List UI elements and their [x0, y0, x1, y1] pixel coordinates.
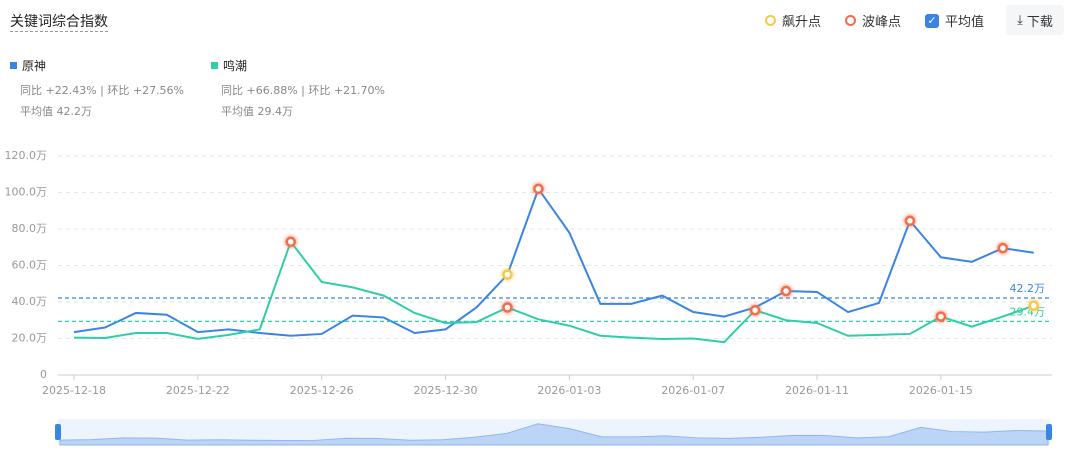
x-tick-label: 2025-12-22	[166, 384, 230, 397]
y-tick-label: 40.0万	[12, 295, 48, 308]
x-tick-label: 2025-12-30	[414, 384, 478, 397]
y-tick-label: 60.0万	[12, 259, 48, 272]
navigator-handle[interactable]	[1046, 424, 1052, 440]
x-tick-label: 2026-01-03	[537, 384, 601, 397]
series-name: 鸣潮	[223, 59, 248, 73]
legend-item: 原神 同比 +22.43% | 环比 +27.56% 平均值 42.2万	[10, 57, 184, 119]
label: 下载	[1026, 14, 1053, 30]
series-line	[73, 186, 1034, 337]
point-marker	[502, 302, 513, 313]
legend-item: 鸣潮 同比 +66.88% | 环比 +21.70% 平均值 29.4万	[211, 57, 385, 119]
y-tick-label: 0	[40, 368, 47, 381]
series-line	[73, 239, 1035, 344]
label: 波峰点	[862, 15, 902, 30]
point-marker	[502, 269, 513, 280]
x-tick-label: 2025-12-18	[42, 384, 106, 397]
x-tick-label: 2026-01-07	[661, 384, 725, 397]
y-tick-label: 120.0万	[5, 149, 48, 162]
x-tick-label: 2026-01-15	[909, 384, 973, 397]
navigator-handle[interactable]	[55, 424, 61, 440]
title: 关键词综合指数	[10, 11, 108, 32]
average-label: 42.2万	[1010, 282, 1046, 295]
download-button[interactable]: ⤓ 下载	[1006, 5, 1064, 35]
series-average: 平均值 29.4万	[221, 105, 293, 118]
navigator-area	[59, 423, 1049, 446]
series-average: 平均值 42.2万	[20, 105, 92, 118]
point-marker	[1028, 300, 1040, 311]
average-toggle[interactable]: ✓ 平均值	[925, 11, 984, 30]
series-name: 原神	[22, 59, 47, 73]
point-marker	[997, 242, 1009, 254]
surge-toggle[interactable]: 飙升点	[765, 11, 821, 30]
label: 平均值	[945, 15, 985, 30]
series-yoy: 同比 +22.43% | 环比 +27.56%	[20, 84, 185, 97]
series-yoy: 同比 +66.88% | 环比 +21.70%	[221, 84, 386, 97]
y-tick-label: 20.0万	[12, 332, 48, 345]
x-tick-label: 2026-01-11	[785, 384, 849, 397]
x-tick-label: 2025-12-26	[290, 384, 354, 397]
label: 飙升点	[782, 15, 822, 30]
point-marker	[904, 215, 916, 227]
y-tick-label: 100.0万	[5, 186, 48, 199]
point-marker	[285, 236, 296, 248]
point-marker	[935, 311, 947, 322]
point-marker	[780, 285, 792, 297]
y-tick-label: 80.0万	[12, 222, 48, 235]
point-marker	[749, 304, 761, 316]
point-marker	[533, 183, 544, 195]
peak-toggle[interactable]: 波峰点	[845, 11, 901, 30]
